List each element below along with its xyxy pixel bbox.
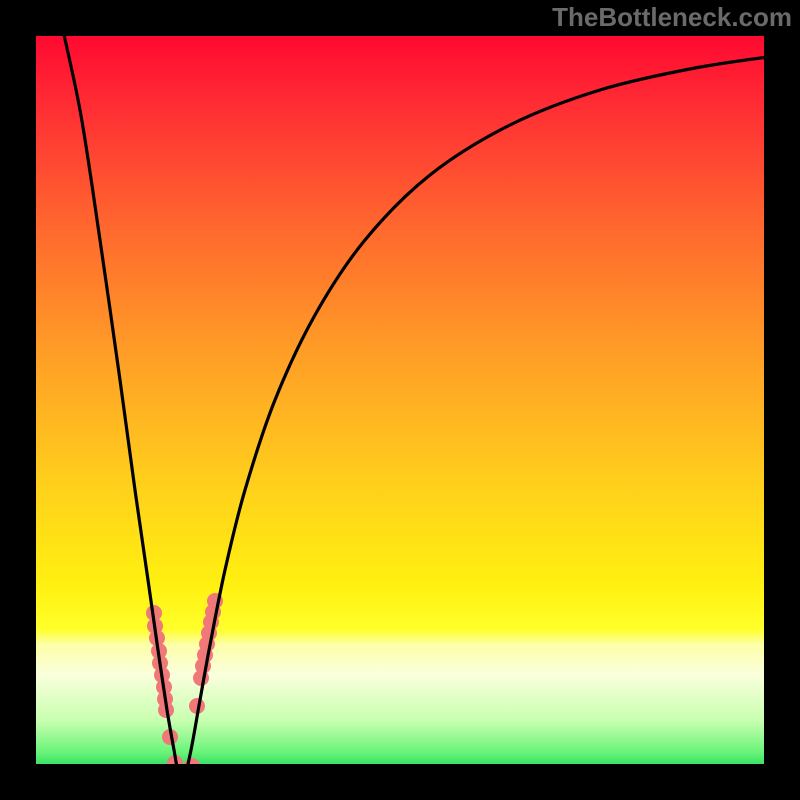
bottleneck-chart: TheBottleneck.com [0, 0, 800, 800]
chart-svg [0, 0, 800, 800]
chart-background [18, 18, 782, 782]
